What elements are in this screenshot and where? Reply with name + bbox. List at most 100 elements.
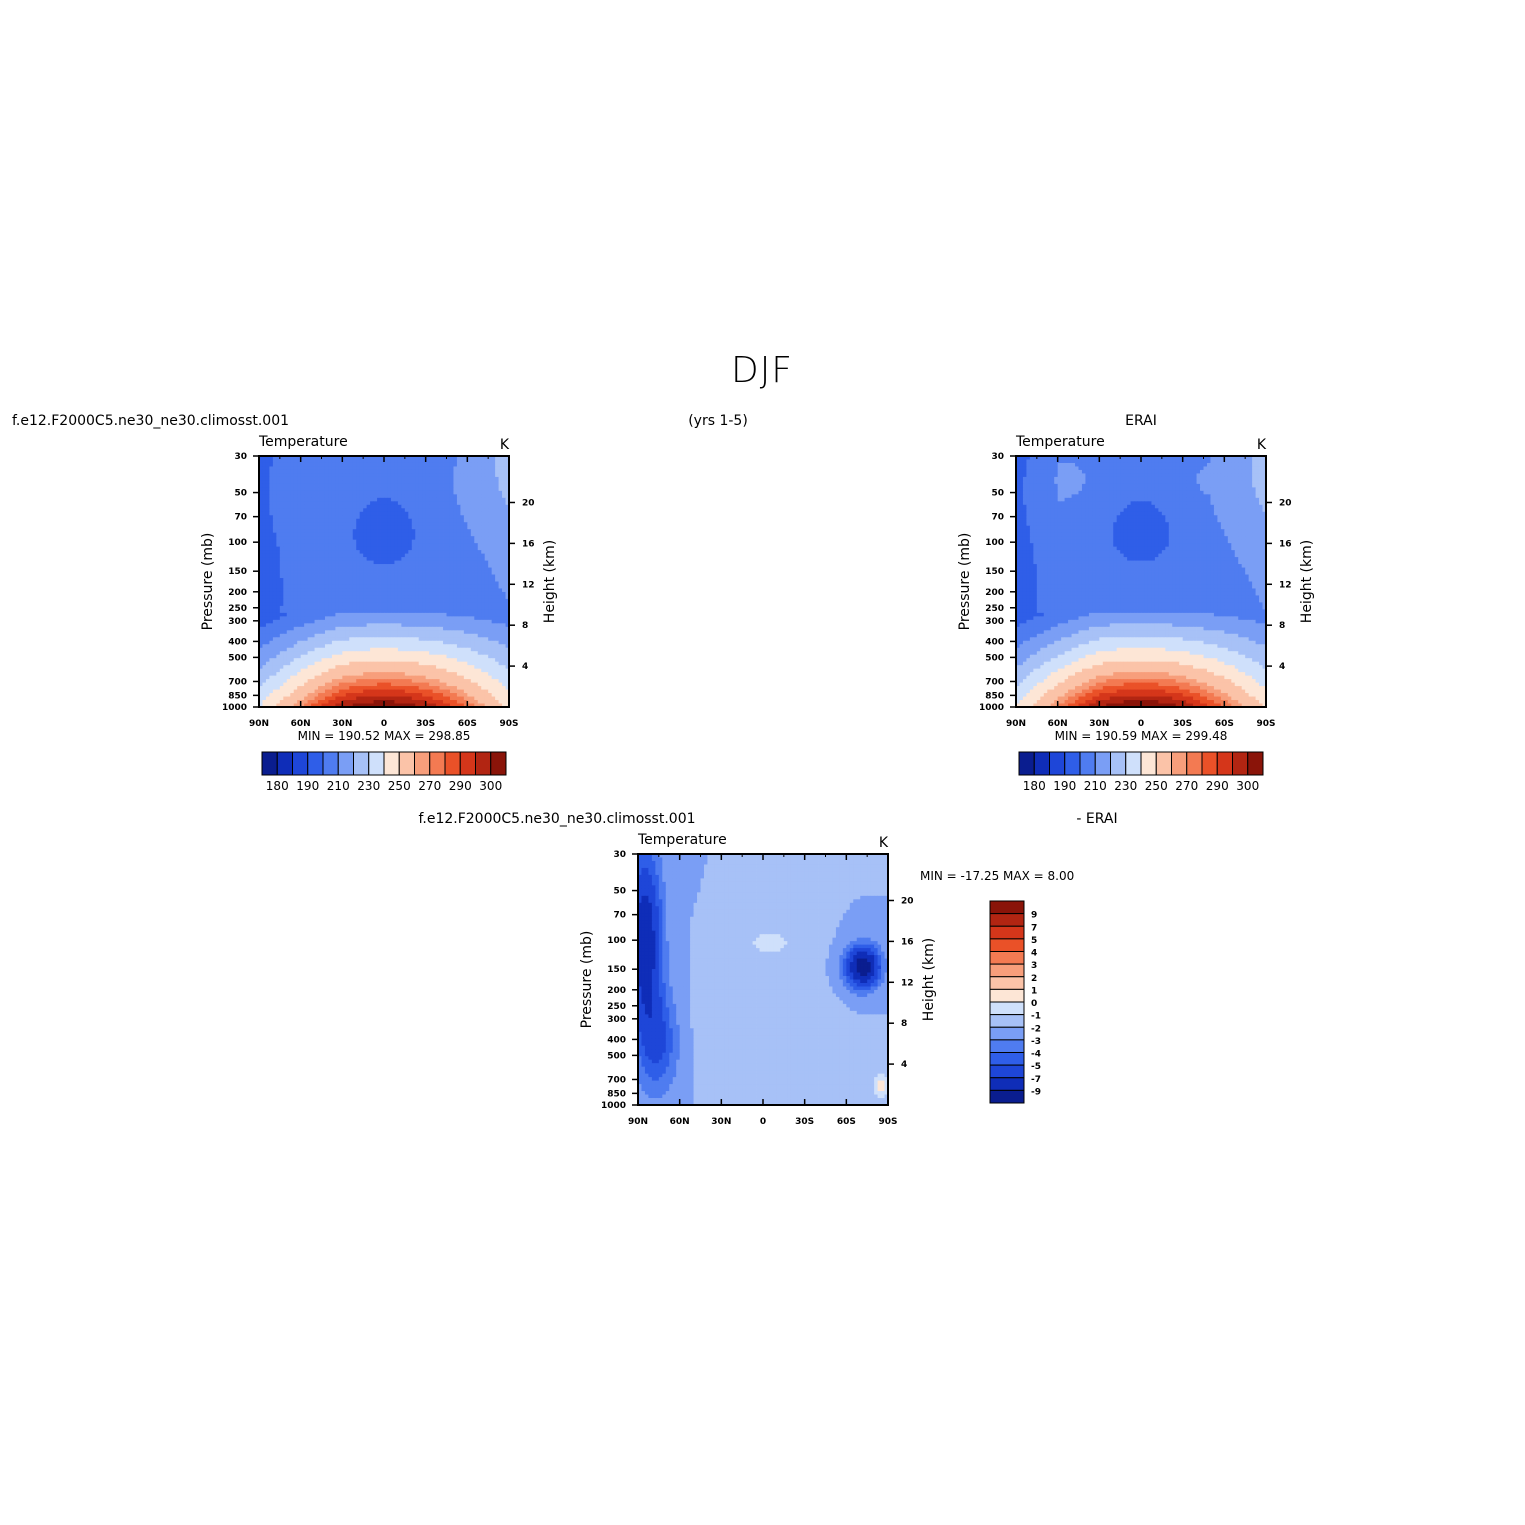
contour-cell (391, 582, 395, 586)
contour-cell (322, 648, 326, 652)
contour-cell (315, 571, 319, 575)
contour-cell (401, 470, 405, 474)
contour-cell (280, 540, 284, 544)
contour-cell (325, 606, 329, 610)
contour-cell (287, 498, 291, 502)
contour-cell (384, 561, 388, 565)
contour-cell (401, 595, 405, 599)
contour-cell (273, 658, 277, 662)
contour-cell (301, 508, 305, 512)
contour-cell (447, 501, 451, 505)
contour-cell (398, 484, 402, 488)
contour-cell (429, 568, 433, 572)
contour-cell (370, 606, 374, 610)
contour-cell (374, 561, 378, 565)
contour-cell (391, 575, 395, 579)
contour-cell (370, 585, 374, 589)
contour-cell (356, 463, 360, 467)
contour-cell (287, 568, 291, 572)
contour-cell (335, 470, 339, 474)
contour-cell (412, 609, 416, 613)
contour-cell (283, 529, 287, 533)
contour-cell (488, 543, 492, 547)
contour-cell (492, 676, 496, 680)
contour-cell (339, 561, 343, 565)
contour-cell (398, 564, 402, 568)
contour-cell (440, 508, 444, 512)
contour-cell (339, 550, 343, 554)
contour-cell (367, 508, 371, 512)
contour-cell (384, 627, 388, 631)
contour-cell (394, 655, 398, 659)
contour-cell (262, 473, 266, 477)
contour-cell (367, 658, 371, 662)
contour-cell (377, 533, 381, 537)
contour-cell (325, 602, 329, 606)
contour-cell (478, 508, 482, 512)
contour-cell (474, 508, 478, 512)
contour-cell (360, 637, 364, 641)
contour-cell (474, 669, 478, 673)
contour-cell (499, 669, 503, 673)
contour-cell (436, 491, 440, 495)
contour-cell (415, 543, 419, 547)
contour-cell (262, 613, 266, 617)
contour-cell (346, 480, 350, 484)
contour-cell (443, 571, 447, 575)
contour-cell (405, 526, 409, 530)
contour-cell (485, 641, 489, 645)
contour-cell (429, 585, 433, 589)
contour-cell (273, 637, 277, 641)
contour-cell (387, 533, 391, 537)
contour-cell (495, 602, 499, 606)
contour-cell (269, 665, 273, 669)
contour-cell (401, 676, 405, 680)
contour-cell (440, 487, 444, 491)
contour-cell (387, 508, 391, 512)
contour-cell (415, 480, 419, 484)
contour-cell (488, 585, 492, 589)
contour-cell (391, 473, 395, 477)
contour-cell (353, 547, 357, 551)
contour-cell (394, 515, 398, 519)
contour-cell (391, 484, 395, 488)
contour-cell (419, 463, 423, 467)
contour-cell (290, 599, 294, 603)
contour-cell (311, 533, 315, 537)
contour-cell (447, 575, 451, 579)
contour-cell (349, 568, 353, 572)
contour-cell (387, 683, 391, 687)
contour-cell (367, 463, 371, 467)
contour-cell (502, 585, 506, 589)
contour-cell (322, 494, 326, 498)
contour-cell (332, 595, 336, 599)
contour-cell (422, 533, 426, 537)
contour-cell (311, 634, 315, 638)
contour-cell (440, 616, 444, 620)
contour-cell (481, 620, 485, 624)
contour-cell (401, 599, 405, 603)
contour-cell (488, 522, 492, 526)
contour-cell (318, 665, 322, 669)
contour-cell (318, 648, 322, 652)
contour-cell (495, 571, 499, 575)
contour-cell (443, 463, 447, 467)
contour-cell (474, 641, 478, 645)
contour-cell (360, 588, 364, 592)
contour-cell (398, 533, 402, 537)
contour-cell (481, 623, 485, 627)
contour-cell (405, 480, 409, 484)
contour-cell (339, 623, 343, 627)
contour-cell (377, 480, 381, 484)
contour-cell (332, 602, 336, 606)
contour-cell (339, 505, 343, 509)
contour-cell (301, 473, 305, 477)
contour-cell (367, 561, 371, 565)
contour-cell (478, 487, 482, 491)
contour-cell (311, 683, 315, 687)
contour-cell (356, 487, 360, 491)
contour-cell (467, 477, 471, 481)
contour-cell (294, 602, 298, 606)
contour-cell (269, 686, 273, 690)
contour-cell (276, 693, 280, 697)
